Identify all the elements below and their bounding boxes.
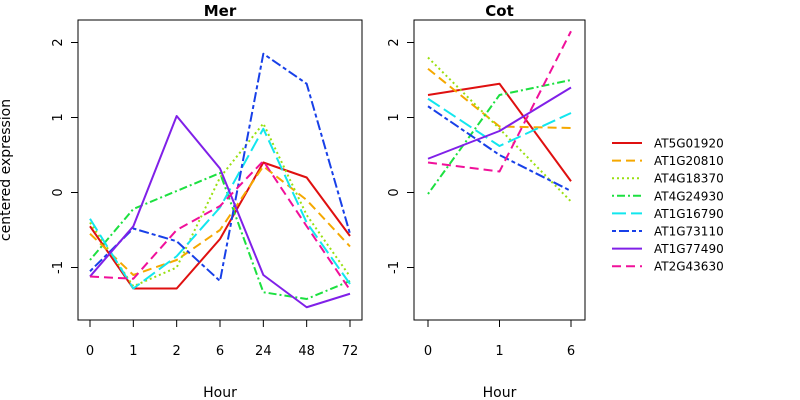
y-tick-label: 2 <box>387 38 402 46</box>
series-line-at4g24930 <box>89 172 351 300</box>
x-axis-label: Hour <box>483 385 517 400</box>
series-line-at1g20810 <box>89 165 351 276</box>
y-tick-label: -1 <box>387 261 402 274</box>
y-tick-label: 1 <box>51 113 66 121</box>
y-tick-label: 2 <box>51 38 66 46</box>
x-axis-label: Hour <box>203 385 237 400</box>
series-line-at2g43630 <box>89 160 351 291</box>
series-line-at1g20810 <box>427 67 572 129</box>
legend-entry-label: AT1G16790 <box>654 207 724 221</box>
y-tick-label: 0 <box>387 188 402 196</box>
panel-cot: Cot 0 1 6 -1 0 1 2 Hour <box>387 2 586 400</box>
legend: AT5G01920 AT1G20810 AT4G18370 AT4G24930 AT1G… <box>612 137 724 274</box>
legend-entry-label: AT4G24930 <box>654 189 724 203</box>
x-tick-label: 1 <box>129 344 137 359</box>
series-line-at2g43630 <box>427 30 572 173</box>
chart-title: Cot <box>485 2 513 20</box>
y-tick-label: 1 <box>387 113 402 121</box>
y-axis-label: centered expression <box>0 99 14 241</box>
series-line-at1g16790 <box>427 97 572 147</box>
legend-entry-label: AT2G43630 <box>654 260 724 274</box>
legend-entry-label: AT4G18370 <box>654 172 724 186</box>
series-line-at5g01920 <box>89 161 351 290</box>
series-line-at1g73110 <box>427 105 572 192</box>
series-line-at4g18370 <box>427 56 572 203</box>
x-tick-label: 24 <box>255 344 272 359</box>
series-line-at1g77490 <box>89 115 351 309</box>
x-tick-label: 1 <box>495 344 503 359</box>
x-tick-label: 6 <box>216 344 224 359</box>
legend-entry-label: AT1G73110 <box>654 225 724 239</box>
panel-mer: Mer 0 1 2 6 24 48 72 -1 0 1 2 Hour centered expressio… <box>0 2 363 400</box>
x-tick-label: 0 <box>424 344 432 359</box>
legend-entry-label: AT5G01920 <box>654 137 724 151</box>
series-line-at1g16790 <box>89 127 351 290</box>
x-tick-label: 72 <box>342 344 359 359</box>
chart-title: Mer <box>204 2 237 20</box>
x-tick-label: 6 <box>567 344 575 359</box>
x-tick-label: 48 <box>298 344 315 359</box>
x-tick-label: 0 <box>86 344 94 359</box>
series-line-at4g24930 <box>427 79 572 195</box>
x-tick-label: 2 <box>173 344 181 359</box>
series-line-at1g77490 <box>427 86 572 160</box>
legend-entry-label: AT1G77490 <box>654 242 724 256</box>
y-tick-label: 0 <box>51 188 66 196</box>
series-line-at1g73110 <box>89 52 351 282</box>
series-line-at5g01920 <box>427 82 572 182</box>
legend-entry-label: AT1G20810 <box>654 154 724 168</box>
y-tick-label: -1 <box>51 261 66 274</box>
